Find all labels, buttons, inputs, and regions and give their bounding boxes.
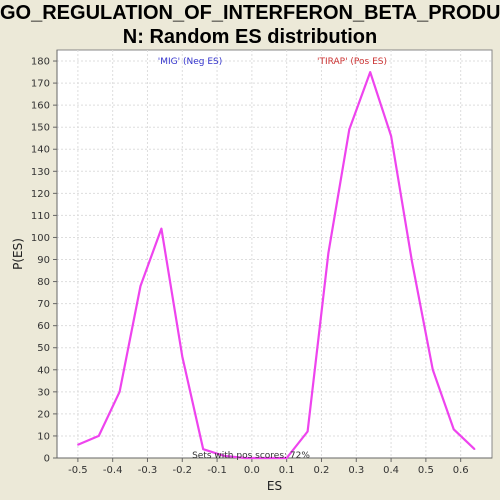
data-point	[223, 454, 225, 457]
x-tick-label: -0.5	[68, 465, 88, 476]
data-point	[411, 260, 413, 263]
sets-pos-scores-label: Sets with pos scores: 72%	[192, 451, 310, 461]
x-tick-label: 0.5	[418, 465, 434, 476]
y-tick-label: 80	[37, 277, 50, 288]
y-tick-label: 90	[37, 255, 50, 266]
x-tick-label: 0.0	[244, 465, 260, 476]
data-point	[285, 457, 288, 459]
y-axis-title: P(ES)	[11, 238, 25, 270]
x-tick-label: -0.3	[138, 465, 158, 476]
x-tick-label: 0.1	[279, 465, 295, 476]
data-point	[473, 448, 476, 450]
x-tick-label: -0.1	[207, 465, 227, 476]
y-tick-label: 40	[37, 365, 50, 376]
y-tick-label: 140	[31, 145, 50, 156]
axes: 0 10 20 30 40 50 60 70 80 90 100 110 120 130 140 150 160…	[31, 50, 492, 476]
y-tick-label: 180	[31, 57, 50, 68]
y-tick-label: 150	[31, 123, 50, 134]
data-point	[160, 227, 163, 230]
y-tick-label: 170	[31, 79, 50, 90]
y-tick-label: 30	[37, 387, 50, 398]
grid-lines	[57, 50, 492, 459]
y-tick-label: 160	[31, 101, 50, 112]
x-tick-label: -0.2	[173, 465, 193, 476]
series-layer	[77, 70, 476, 460]
x-tick-label: 0.4	[383, 465, 399, 476]
neg-es-label: 'MIG' (Neg ES)	[158, 57, 222, 67]
data-point	[390, 135, 392, 137]
data-point	[97, 435, 100, 437]
x-tick-label: -0.4	[103, 465, 123, 476]
data-point	[306, 430, 309, 433]
data-point	[202, 448, 204, 450]
y-tick-label: 130	[31, 167, 50, 178]
y-tick-label: 120	[31, 189, 50, 200]
data-point	[265, 457, 267, 459]
y-tick-label: 20	[37, 409, 50, 420]
y-tick-label: 10	[37, 431, 50, 442]
data-point	[181, 355, 184, 358]
data-point	[452, 428, 455, 431]
y-tick-label: 0	[44, 454, 50, 465]
data-point	[77, 443, 79, 446]
data-point	[139, 285, 142, 287]
data-point	[432, 368, 434, 371]
data-point	[118, 391, 121, 393]
data-point	[327, 252, 330, 254]
x-tick-label: 0.2	[314, 465, 330, 476]
chart-title-line-1: GO_REGULATION_OF_INTERFERON_BETA_PRODUCT…	[0, 2, 500, 24]
data-point	[244, 457, 246, 459]
y-tick-label: 60	[37, 321, 50, 332]
data-point	[348, 128, 351, 131]
y-tick-label: 110	[31, 211, 50, 222]
y-tick-label: 100	[31, 233, 50, 244]
x-tick-label: 0.3	[348, 465, 364, 476]
y-tick-label: 70	[37, 299, 50, 310]
y-tick-label: 50	[37, 343, 50, 354]
series-line	[77, 70, 476, 460]
data-point	[369, 71, 372, 73]
pos-es-label: 'TIRAP' (Pos ES)	[317, 57, 387, 67]
x-axis-title: ES	[267, 479, 282, 493]
plot-area	[56, 49, 493, 459]
x-tick-label: 0.6	[453, 465, 469, 476]
chart-title-line-2: N: Random ES distribution	[122, 26, 378, 48]
